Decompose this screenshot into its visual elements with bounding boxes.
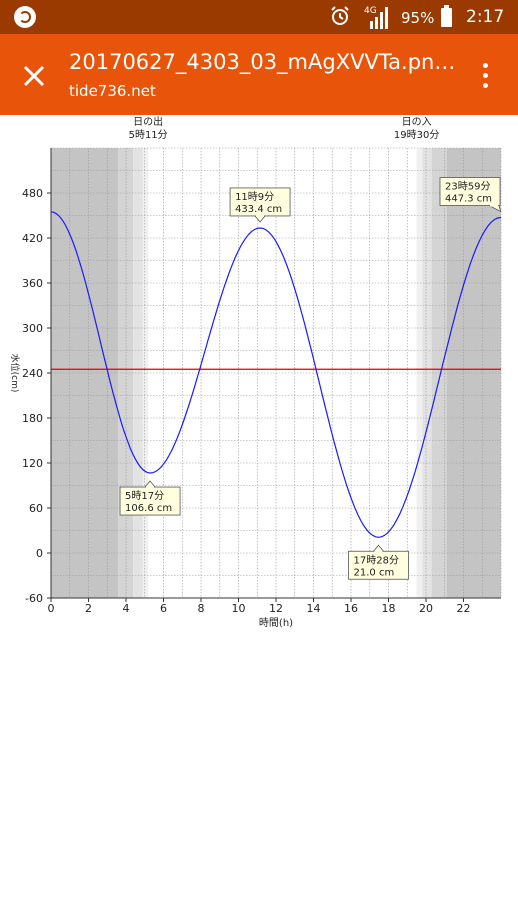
annotation-box [439,177,501,206]
twilight-band [416,148,423,598]
annotation-value: 447.3 cm [445,194,492,205]
x-tick-label: 6 [160,602,167,615]
annotation-value: 21.0 cm [354,567,395,578]
battery-icon [441,5,452,27]
annotation-value: 433.4 cm [235,204,282,215]
x-tick-label: 2 [85,602,92,615]
close-icon[interactable] [14,56,54,96]
sun-event-label: 日の入 [402,117,432,128]
annotation-box [348,550,409,580]
y-tick-label: 240 [22,367,43,380]
annotation-pointer-cover [256,214,265,217]
page-url: tide736.net [69,82,156,100]
sun-event-label: 日の出 [133,115,163,128]
sun-event-time: 19時30分 [394,129,439,141]
alarm-icon [331,6,349,25]
status-bar: 4G 95% 2:17 [0,0,518,34]
y-tick-label: 360 [22,277,43,290]
annotation-box [229,187,291,217]
y-tick-label: 420 [22,232,43,245]
x-axis-label: 時間(h) [259,617,293,629]
annotation-time: 17時28分 [354,554,399,566]
app-bar: 20170627_4303_03_mAgXVVTa.pn… tide736.ne… [0,34,518,115]
y-tick-label: 0 [36,547,43,560]
annotation-value: 106.6 cm [125,503,172,514]
x-tick-label: 18 [382,602,396,615]
x-tick-label: 16 [344,602,358,615]
x-tick-label: 4 [123,602,130,615]
x-tick-label: 12 [269,602,283,615]
y-tick-label: -60 [25,592,43,605]
y-tick-label: 480 [22,187,43,200]
annotation-time: 23時59分 [445,181,490,193]
annotation-pointer-cover [490,204,498,207]
sun-event-time: 5時11分 [129,129,168,141]
network-label: 4G [364,6,377,16]
x-tick-label: 8 [198,602,205,615]
annotation-time: 5時17分 [125,490,164,502]
annotation-pointer-cover [374,550,383,553]
tide-chart: -60 0 60 120 180 240 300 360 420 480 0 2 4 6 8 10 12 14 16… [9,115,502,629]
y-tick-label: 120 [22,457,43,470]
x-tick-label: 22 [457,602,471,615]
annotation-box [119,486,181,516]
x-tick-label: 0 [48,602,55,615]
y-tick-label: 300 [22,322,43,335]
tide-line [50,211,501,538]
app-icon [14,6,36,28]
x-tick-label: 10 [232,602,246,615]
battery-percentage: 95% [401,9,435,27]
y-tick-label: 60 [29,502,43,515]
y-axis-label: 水位(cm) [9,354,21,393]
annotation-time: 11時9分 [235,191,274,203]
y-tick-label: 180 [22,412,43,425]
status-clock: 2:17 [466,7,505,27]
x-tick-label: 14 [307,602,321,615]
x-tick-label: 20 [419,602,433,615]
twilight-band [446,148,501,598]
annotation-pointer-cover [146,486,155,489]
page-title: 20170627_4303_03_mAgXVVTa.pn… [69,50,456,74]
overflow-menu-icon[interactable] [470,58,500,94]
twilight-band [133,148,143,598]
signal-icon: 4G [364,6,388,29]
